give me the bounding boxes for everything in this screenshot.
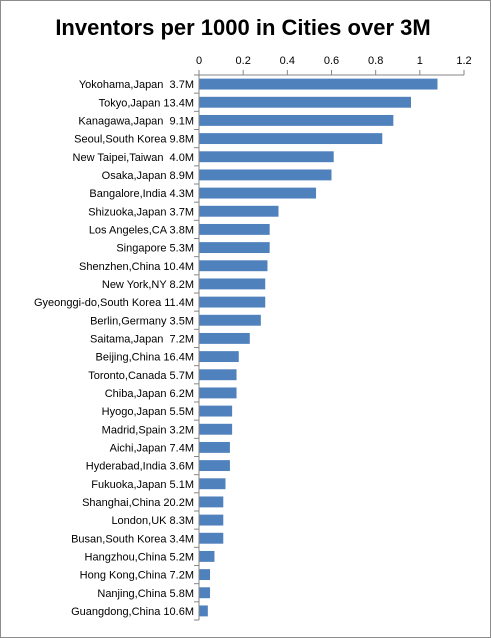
bar xyxy=(199,96,411,108)
x-tick-label: 1.2 xyxy=(456,55,471,67)
category-label: Aichi,Japan 7.4M xyxy=(110,442,194,454)
bar xyxy=(199,532,224,544)
category-label: Berlin,Germany 3.5M xyxy=(90,315,194,327)
category-label: Shizuoka,Japan 3.7M xyxy=(88,206,194,218)
bar xyxy=(199,278,266,290)
category-label: Tokyo,Japan 13.4M xyxy=(99,97,194,109)
x-tick-label: 0 xyxy=(196,55,202,67)
bar xyxy=(199,332,250,344)
category-label: Nanjing,China 5.8M xyxy=(97,588,194,600)
category-label: Hyogo,Japan 5.5M xyxy=(102,406,194,418)
category-label: Singapore 5.3M xyxy=(116,243,194,255)
bar xyxy=(199,151,334,163)
category-label: Fukuoka,Japan 5.1M xyxy=(91,479,194,491)
category-label: Hyderabad,India 3.6M xyxy=(86,461,194,473)
bar xyxy=(199,314,261,326)
category-label: Shenzhen,China 10.4M xyxy=(79,261,194,273)
category-label: New York,NY 8.2M xyxy=(102,279,194,291)
bar xyxy=(199,296,266,308)
category-label: Kanagawa,Japan 9.1M xyxy=(78,115,194,127)
category-label: Busan,South Korea 3.4M xyxy=(71,533,194,545)
bar xyxy=(199,205,279,217)
x-tick-label: 1 xyxy=(417,55,423,67)
category-label: Chiba,Japan 6.2M xyxy=(105,388,194,400)
x-tick-label: 0.4 xyxy=(280,55,295,67)
bar xyxy=(199,550,215,562)
category-label: Yokohama,Japan 3.7M xyxy=(79,79,194,91)
category-label: Los Angeles,CA 3.8M xyxy=(89,224,194,236)
bar xyxy=(199,114,394,126)
category-label: Hong Kong,China 7.2M xyxy=(80,570,194,582)
category-label: Madrid,Spain 3.2M xyxy=(102,424,194,436)
category-label: Bangalore,India 4.3M xyxy=(89,188,194,200)
bar xyxy=(199,605,208,617)
bar xyxy=(199,441,230,453)
bar xyxy=(199,460,230,472)
bar xyxy=(199,369,237,381)
category-label: London,UK 8.3M xyxy=(111,515,194,527)
bar xyxy=(199,187,317,199)
category-label: Saitama,Japan 7.2M xyxy=(90,333,194,345)
category-label: Seoul,South Korea 9.8M xyxy=(74,134,194,146)
bar xyxy=(199,587,211,599)
x-tick-label: 0.6 xyxy=(324,55,339,67)
bar xyxy=(199,496,224,508)
category-label: Beijing,China 16.4M xyxy=(96,352,194,364)
bar xyxy=(199,133,383,145)
category-label: Gyeonggi-do,South Korea 11.4M xyxy=(34,297,194,309)
bars xyxy=(199,78,438,617)
bar xyxy=(199,569,211,581)
bar xyxy=(199,260,268,272)
axes: 0 0.2 0.4 0.6 0.8 1 1.2 xyxy=(194,55,472,621)
bar xyxy=(199,514,224,526)
category-label: Shanghai,China 20.2M xyxy=(82,497,194,509)
bar xyxy=(199,405,233,417)
category-label: Toronto,Canada 5.7M xyxy=(88,370,194,382)
chart-title: Inventors per 1000 in Cities over 3M xyxy=(55,15,430,40)
bar xyxy=(199,351,239,363)
bar xyxy=(199,78,438,90)
category-labels: Yokohama,Japan 3.7M Tokyo,Japan 13.4M Kana… xyxy=(34,79,194,618)
x-tick-label: 0.8 xyxy=(368,55,383,67)
category-label: New Taipei,Taiwan 4.0M xyxy=(73,152,194,164)
bar xyxy=(199,387,237,399)
x-tick-label: 0.2 xyxy=(236,55,251,67)
bar xyxy=(199,169,332,181)
bar xyxy=(199,223,270,235)
bar xyxy=(199,242,270,254)
category-label: Guangdong,China 10.6M xyxy=(71,606,194,618)
bar xyxy=(199,423,233,435)
bar xyxy=(199,478,226,490)
category-label: Hangzhou,China 5.2M xyxy=(85,551,194,563)
category-label: Osaka,Japan 8.9M xyxy=(102,170,194,182)
